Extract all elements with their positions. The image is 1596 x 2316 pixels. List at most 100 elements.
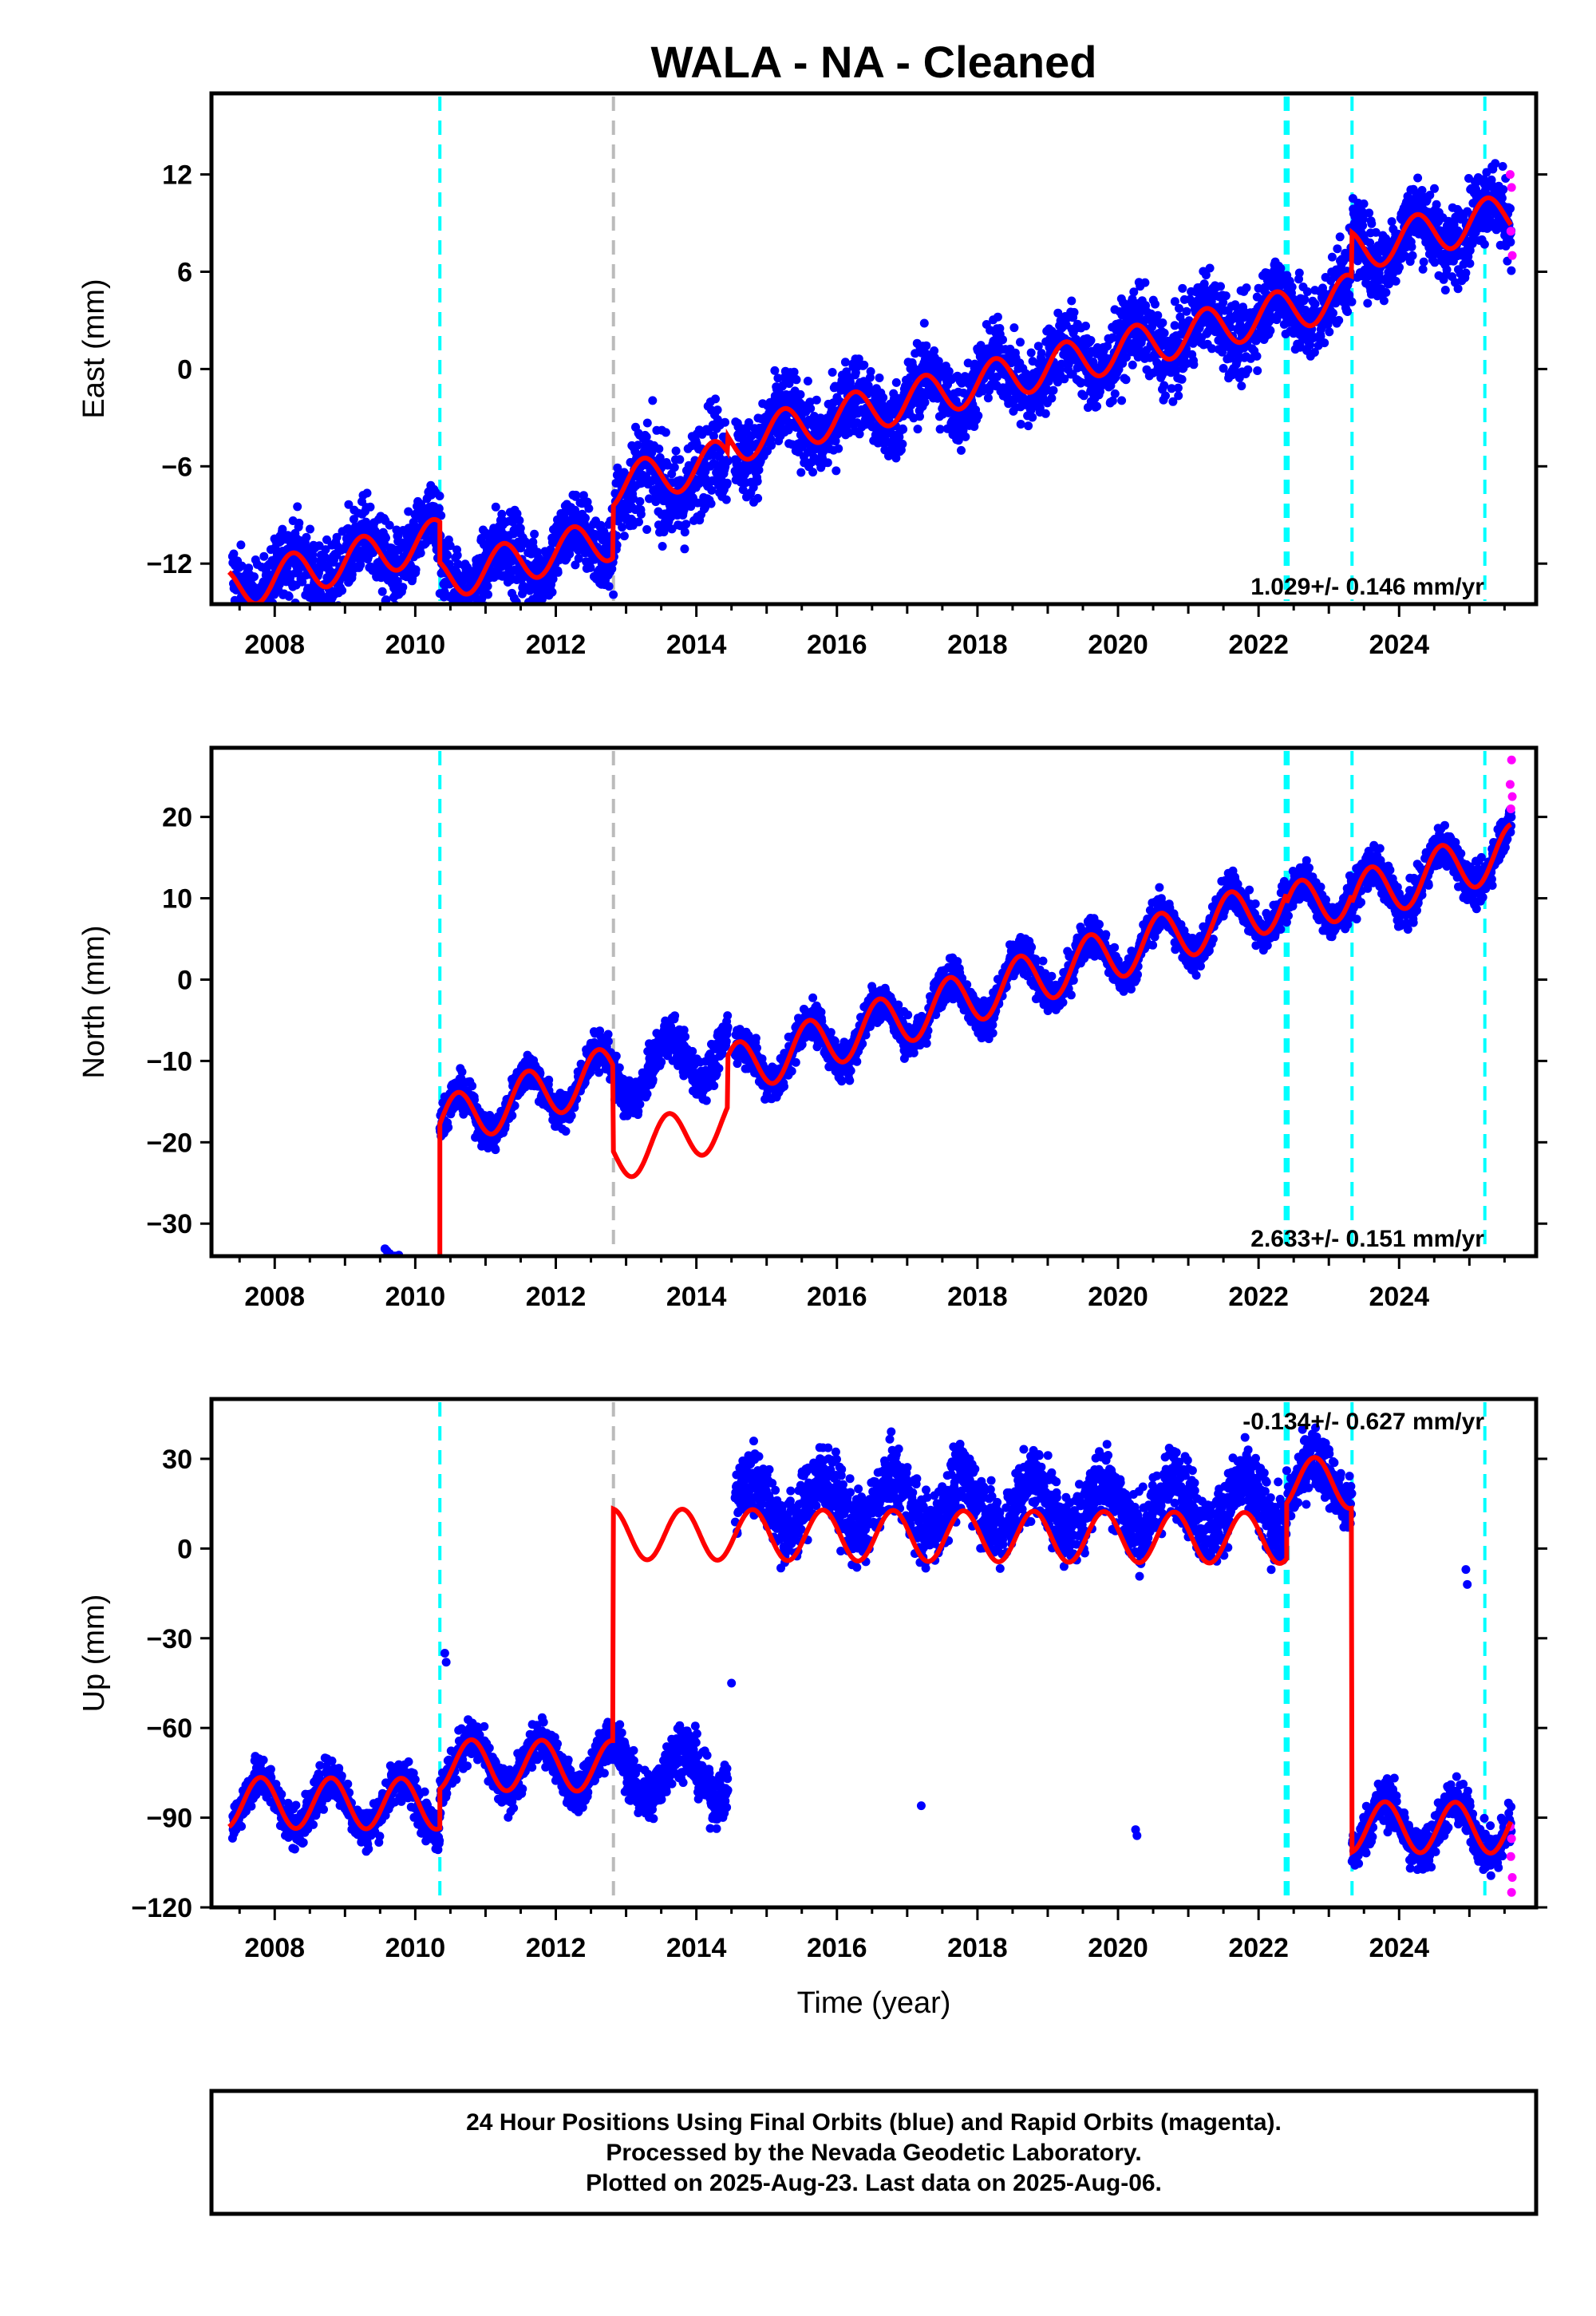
data-point [244,563,254,573]
data-point [306,524,314,534]
data-point [898,439,907,449]
data-point [435,492,444,500]
data-point [491,502,500,512]
data-point [291,1330,300,1339]
data-point [456,610,464,619]
data-point [324,1301,333,1310]
data-point [915,412,924,421]
data-point [368,1297,377,1306]
data-point [367,1293,376,1302]
data-point [1182,306,1191,316]
data-point [290,1327,298,1336]
data-point [323,607,332,615]
data-point [233,1316,242,1325]
data-point [256,607,265,616]
data-point [314,1299,322,1308]
data-point [325,1300,334,1309]
data-point [262,1323,271,1332]
data-point [1146,309,1156,318]
data-point [264,609,273,618]
data-point [354,1311,362,1320]
data-point [324,1307,333,1316]
data-point [237,1318,246,1326]
data-point [231,1328,240,1337]
data-point [322,1289,330,1298]
data-point [369,1278,378,1286]
data-point [259,612,267,621]
data-point [866,367,875,376]
data-point [254,1312,263,1321]
data-point [834,444,843,453]
data-point [325,1296,334,1305]
data-point [282,1338,291,1347]
data-point [247,612,256,621]
data-point [294,1328,303,1337]
data-point [263,1340,271,1349]
data-point [327,1295,336,1304]
data-point [298,577,307,587]
data-point [349,1320,358,1329]
data-point [343,1327,352,1336]
data-point [274,1354,282,1363]
data-point [302,532,311,542]
data-point [354,1314,362,1322]
data-point [884,451,893,460]
data-point [321,1290,330,1298]
data-point [277,1352,286,1361]
data-point [358,1295,366,1304]
data-point [364,1291,373,1300]
data-point [237,561,247,571]
data-point [1103,342,1112,351]
data-point [313,1282,322,1290]
data-point [284,1345,293,1354]
data-point [271,1337,279,1346]
data-point [983,393,993,403]
data-point [352,1326,361,1335]
data-point [648,396,658,405]
data-point [920,397,930,407]
data-point [349,515,358,524]
data-point [349,1329,358,1338]
x-tick-label: 2022 [1228,630,1289,660]
data-point [346,1320,355,1329]
data-point [260,1330,269,1338]
data-point [314,1286,323,1294]
data-point [270,1348,279,1357]
data-point [314,1292,323,1301]
data-point [484,590,492,599]
data-point [319,1293,328,1302]
data-point [332,1309,341,1318]
data-point [353,1322,361,1331]
data-point [342,1311,350,1320]
data-point [516,524,525,533]
data-point [242,612,251,621]
data-point [636,509,646,519]
data-point [381,595,391,604]
data-point [255,1318,263,1327]
data-point [318,1297,327,1306]
data-point [261,1325,270,1334]
data-point [347,1318,356,1326]
data-point [317,1274,326,1282]
data-point [304,1277,313,1286]
data-point [249,1322,258,1331]
data-point [855,429,864,439]
data-point [346,1338,355,1347]
data-point [1151,299,1159,309]
data-point [326,1291,335,1300]
data-point [280,1333,289,1342]
data-point [457,617,466,626]
data-point [275,1354,284,1362]
data-point [306,1288,314,1297]
data-point [274,1354,282,1362]
data-point [1189,360,1199,370]
data-point [275,1349,283,1358]
data-point [411,565,421,575]
data-point [808,468,818,477]
data-point [957,445,966,455]
data-point [330,1308,338,1317]
data-point [1243,365,1253,374]
data-point [832,466,841,476]
data-point [1237,381,1246,391]
data-point [364,1290,373,1298]
